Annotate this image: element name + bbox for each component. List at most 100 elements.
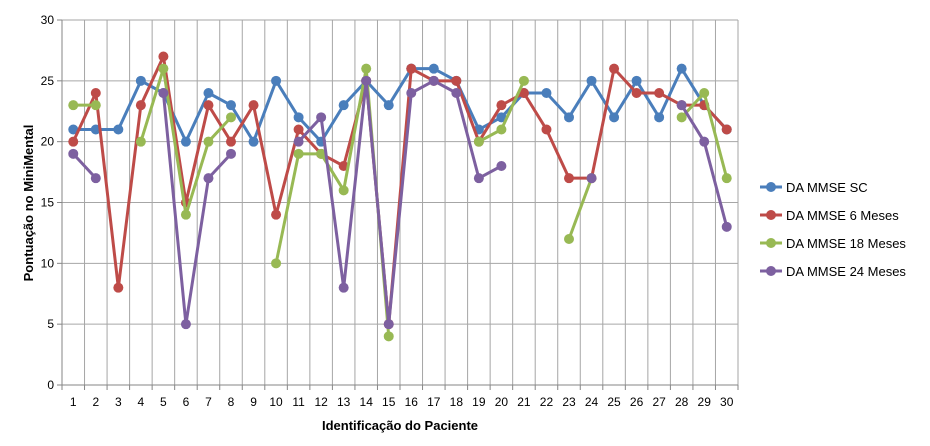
data-point (428, 63, 439, 74)
data-point (541, 88, 552, 98)
data-point (271, 258, 282, 269)
x-tick-label: 17 (427, 395, 441, 409)
data-point (676, 100, 687, 111)
data-point (68, 148, 79, 159)
data-point (135, 75, 146, 86)
data-point (631, 88, 642, 98)
data-point (68, 136, 79, 147)
data-point (518, 88, 529, 98)
data-point (676, 63, 687, 74)
data-point (383, 331, 394, 342)
data-point (699, 136, 710, 147)
data-point (338, 185, 349, 196)
data-point (473, 173, 484, 184)
data-point (451, 88, 462, 98)
x-tick-label: 24 (585, 395, 599, 409)
x-tick-label: 30 (720, 395, 734, 409)
x-tick-label: 25 (607, 395, 621, 409)
legend-label: DA MMSE 24 Meses (786, 264, 906, 279)
legend-label: DA MMSE 18 Meses (786, 236, 906, 251)
data-point (699, 88, 710, 98)
data-point (180, 319, 191, 330)
series-line (72, 152, 97, 180)
data-point (564, 234, 574, 244)
data-point (428, 75, 439, 86)
data-point (226, 112, 236, 123)
data-point (271, 75, 282, 86)
series-line (161, 92, 233, 326)
x-tick-label: 4 (138, 395, 145, 409)
series-layer (68, 51, 732, 342)
data-point (338, 161, 349, 171)
data-point (406, 88, 417, 98)
x-tick-label: 6 (183, 395, 190, 409)
y-tick-label: 30 (41, 13, 55, 27)
data-point (473, 136, 484, 147)
data-point (203, 88, 214, 98)
x-tick-label: 12 (314, 395, 328, 409)
legend-item: DA MMSE 18 Meses (760, 236, 906, 251)
data-point (203, 100, 214, 111)
data-point (293, 112, 304, 123)
data-point (338, 282, 349, 293)
legend-marker (766, 182, 776, 192)
legend-marker (766, 210, 776, 220)
data-point (90, 173, 101, 184)
series-line (73, 67, 728, 144)
data-point (496, 112, 507, 123)
data-point (203, 173, 214, 184)
data-point (654, 112, 665, 123)
y-tick-label: 10 (41, 256, 55, 270)
data-point (586, 75, 597, 86)
y-tick-label: 25 (41, 74, 55, 88)
data-point (180, 209, 191, 220)
axes (57, 19, 739, 390)
data-point (248, 136, 259, 147)
data-point (406, 63, 417, 74)
data-point (564, 112, 574, 123)
x-tick-label: 15 (382, 395, 396, 409)
data-point (564, 173, 574, 184)
data-point (383, 100, 394, 111)
data-point (631, 75, 642, 86)
data-point (135, 100, 146, 111)
data-point (68, 100, 79, 111)
x-tick-label: 13 (337, 395, 351, 409)
series-4 (68, 75, 732, 330)
x-tick-label: 22 (540, 395, 554, 409)
data-point (316, 148, 327, 159)
data-point (135, 136, 146, 147)
x-tick-labels: 1 2 3 4 5 6 7 8 9 10 11 12 13 14 15 16 17 18 19 20 21 22 23 24 2… (70, 395, 734, 409)
data-point (361, 75, 372, 86)
data-point (721, 124, 732, 135)
data-point (518, 75, 529, 86)
data-point (338, 100, 349, 111)
legend-item: DA MMSE 24 Meses (760, 264, 906, 279)
y-tick-label: 15 (41, 196, 55, 210)
data-point (496, 161, 507, 171)
x-tick-label: 5 (160, 395, 167, 409)
series-line (567, 177, 593, 240)
data-point (113, 124, 124, 135)
data-point (68, 124, 79, 135)
data-point (676, 112, 687, 123)
legend: DA MMSE SC DA MMSE 6 Meses DA MMSE 18 Mese… (760, 180, 906, 279)
data-point (361, 63, 372, 74)
data-point (203, 136, 214, 147)
legend-marker (766, 266, 776, 276)
data-point (226, 100, 236, 111)
x-tick-label: 7 (205, 395, 212, 409)
x-tick-label: 9 (250, 395, 257, 409)
x-tick-label: 18 (450, 395, 464, 409)
data-point (90, 88, 101, 98)
data-point (226, 148, 236, 159)
data-point (113, 282, 124, 293)
y-axis-title: Pontuação no MiniMental (21, 125, 36, 282)
x-tick-label: 20 (495, 395, 509, 409)
x-tick-label: 29 (698, 395, 712, 409)
legend-marker (766, 238, 776, 248)
data-point (609, 63, 620, 74)
data-point (271, 209, 282, 220)
series-line (297, 79, 503, 326)
x-tick-label: 21 (517, 395, 531, 409)
